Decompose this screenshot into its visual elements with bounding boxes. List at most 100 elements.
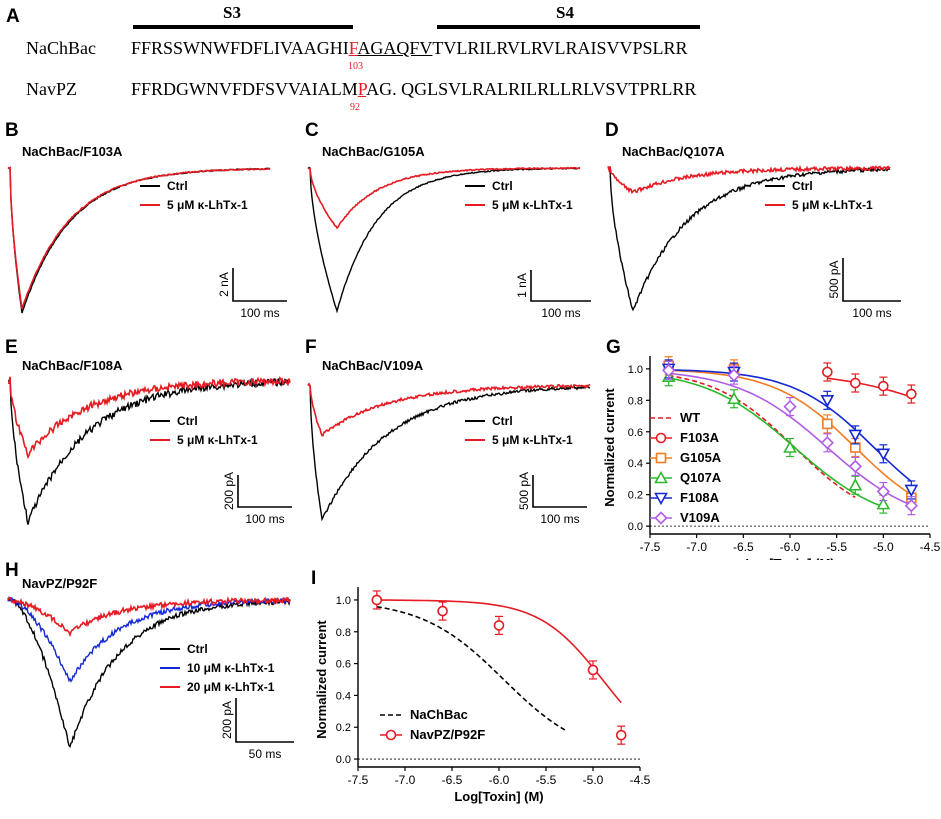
legend-label: F108A [680,490,720,505]
ctrl-trace [607,166,891,312]
toxin-trace [7,375,291,460]
scale-y-label: 200 pA [222,472,236,510]
data-point [848,459,862,474]
y-tick-label: 0.8 [628,395,643,407]
y-tick-label: 0.6 [628,427,643,439]
legend-label: Ctrl [167,179,188,193]
scale-y-label: 2 nA [217,272,231,297]
seq-navpz-mutation: P [357,79,367,99]
panel-a-label: A [6,6,20,27]
scale-bar [530,270,591,302]
toxin-trace [7,596,291,638]
data-point [654,511,668,525]
legend-label: WT [680,410,700,425]
data-point [493,620,505,631]
legend-label: F103A [680,430,720,445]
x-tick-label: -4.5 [920,540,941,554]
s4-segment-label: S4 [556,3,574,22]
panel-h-traces: H NavPZ/P92F Ctrl 10 μM κ-LhTx-1 20 μM κ-LhT… [0,558,300,814]
y-tick-label: 0.0 [628,521,643,533]
seq-navpz: FFRDGWNVFDFSVVAIALMPAG. QGLSVLRALRILRLLR… [131,79,696,100]
legend-label: Q107A [680,470,722,485]
y-tick-label: 0.4 [628,458,643,470]
scale-x-label: 100 ms [540,512,579,526]
seq-nachbac-underlined: AGAQFV [357,38,433,58]
y-tick-label: 0.6 [336,659,351,671]
scale-bar [237,475,292,508]
data-point [437,605,448,617]
toxin-trace [607,164,891,195]
scale-y-label: 1 nA [515,273,529,298]
s3-segment-label: S3 [223,3,241,22]
legend-label: Ctrl [187,642,208,656]
data-point [878,380,889,392]
panel-e-svg: E NaChBac/F108A Ctrl 5 μM κ-LhTx-1 200 pA 100… [5,337,292,526]
chart-svg: G -7.5 -7.0 -6.5 -6.0 -5.5 -5.0 -4.5 0.0 0.2 0.4 0.… [602,337,941,571]
x-tick-label: -7.5 [640,540,661,554]
fit-curve-f103a [827,377,912,398]
scale-x-label: 100 ms [245,512,284,526]
scale-y-label: 200 pA [220,701,234,739]
scale-y-label: 500 pA [517,472,531,510]
data-point [654,492,668,506]
ctrl-trace [307,166,581,314]
panel-e-traces: E NaChBac/F108A Ctrl 5 μM κ-LhTx-1 200 pA 100… [0,335,300,540]
seq-navpz-post: AG. QGLSVLRALRILRLLRLVSVTPRLRR [366,79,697,99]
x-tick-label: -5.5 [536,773,557,787]
legend-label: Ctrl [792,179,813,193]
panel-label: H [5,560,19,581]
seq-nachbac-post: TVLRILRVLRVLRAISVVPSLRR [432,38,688,58]
seq-nachbac-mutation: F [348,38,358,58]
panel-f-traces: F NaChBac/V109A Ctrl 5 μM κ-LhTx-1 500 pA 100… [300,335,600,540]
data-point [904,499,918,513]
panel-title: NaChBac/Q107A [622,144,725,159]
s4-segment-bar [437,25,700,29]
y-tick-label: 0.8 [336,627,351,639]
data-point [727,391,741,405]
toxin-trace [7,166,271,310]
panel-title: NaChBac/G105A [322,144,425,159]
fit-curve-wt [668,374,856,499]
panel-label: E [5,337,18,358]
data-point [655,452,667,464]
panel-label: I [311,568,316,589]
fit-curve-g105a [668,369,912,496]
seq-name-navpz: NavPZ [26,79,77,99]
x-tick-label: -7.5 [348,773,369,787]
legend-label: 5 μM κ-LhTx-1 [492,198,573,212]
legend-label: Ctrl [177,414,198,428]
scale-bar [842,258,901,302]
scale-x-label: 100 ms [541,306,580,320]
y-tick-label: 0.4 [336,690,351,702]
y-tick-label: 0.2 [336,722,351,734]
scale-y-label: 500 pA [827,260,841,298]
data-point [727,368,741,382]
mid-dose-trace [7,595,291,683]
x-tick-label: -6.0 [780,540,801,554]
panel-f-svg: F NaChBac/V109A Ctrl 5 μM κ-LhTx-1 500 pA 100… [305,337,591,526]
x-tick-label: -5.5 [826,540,847,554]
data-point [655,432,667,444]
y-tick-label: 1.0 [628,364,643,376]
data-point [904,484,919,498]
legend-label: 5 μM κ-LhTx-1 [792,198,873,212]
scale-bar [232,268,287,302]
data-point [371,594,383,606]
data-point [822,418,833,430]
data-point [783,399,797,414]
fit-curve-q107a [668,377,884,508]
x-axis-label: Log[Toxin] (M) [454,789,543,804]
legend-label: 20 μM κ-LhTx-1 [187,680,275,694]
legend-label: NaChBac [410,707,468,722]
panel-label: D [605,120,619,141]
seq-nachbac: FFRSSWNWFDFLIVAAGHIFAGAQFVTVLRILRVLRVLRA… [131,38,688,59]
toxin-trace [307,166,581,230]
x-tick-label: -6.5 [442,773,463,787]
x-axis-label: Log[Toxin] (M) [745,556,834,560]
seq-name-nachbac: NaChBac [26,38,96,58]
data-point [783,440,797,453]
x-tick-label: -5.0 [873,540,894,554]
s3-segment-bar [133,25,353,29]
